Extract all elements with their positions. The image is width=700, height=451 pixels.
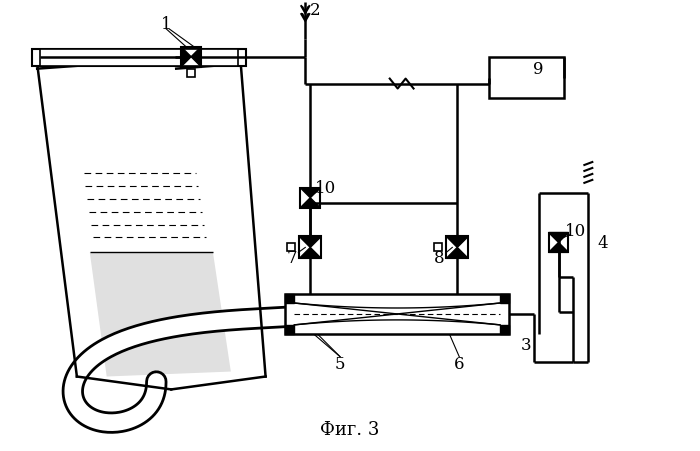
Bar <box>181 48 201 68</box>
Text: 2: 2 <box>310 1 321 18</box>
Text: 9: 9 <box>533 61 544 78</box>
Polygon shape <box>191 48 201 68</box>
Bar <box>40 50 238 66</box>
Polygon shape <box>447 248 468 259</box>
Text: 5: 5 <box>335 355 345 372</box>
Bar <box>435 244 442 252</box>
Text: 10: 10 <box>565 222 586 239</box>
Bar <box>300 237 321 259</box>
Text: Фиг. 3: Фиг. 3 <box>321 420 379 438</box>
Bar <box>286 295 509 334</box>
Polygon shape <box>549 233 568 243</box>
Bar <box>549 233 568 253</box>
Text: 10: 10 <box>314 180 336 197</box>
Polygon shape <box>447 237 468 248</box>
Polygon shape <box>181 48 191 68</box>
Text: 7: 7 <box>287 249 298 266</box>
Text: 8: 8 <box>434 249 444 266</box>
Bar <box>447 237 468 259</box>
Bar <box>500 295 509 304</box>
Bar <box>32 50 246 66</box>
Bar <box>288 244 295 252</box>
Bar <box>489 58 564 99</box>
Bar <box>187 69 195 78</box>
Bar <box>500 325 509 334</box>
Polygon shape <box>549 243 568 253</box>
Polygon shape <box>90 253 231 377</box>
Polygon shape <box>300 198 320 208</box>
Bar <box>286 295 295 304</box>
Text: 1: 1 <box>161 16 172 33</box>
Polygon shape <box>300 237 321 248</box>
Bar <box>300 189 320 208</box>
Polygon shape <box>300 189 320 198</box>
Text: 4: 4 <box>598 235 608 251</box>
Bar <box>286 325 295 334</box>
Text: 3: 3 <box>521 336 531 354</box>
Text: 6: 6 <box>454 355 465 372</box>
Polygon shape <box>300 248 321 259</box>
